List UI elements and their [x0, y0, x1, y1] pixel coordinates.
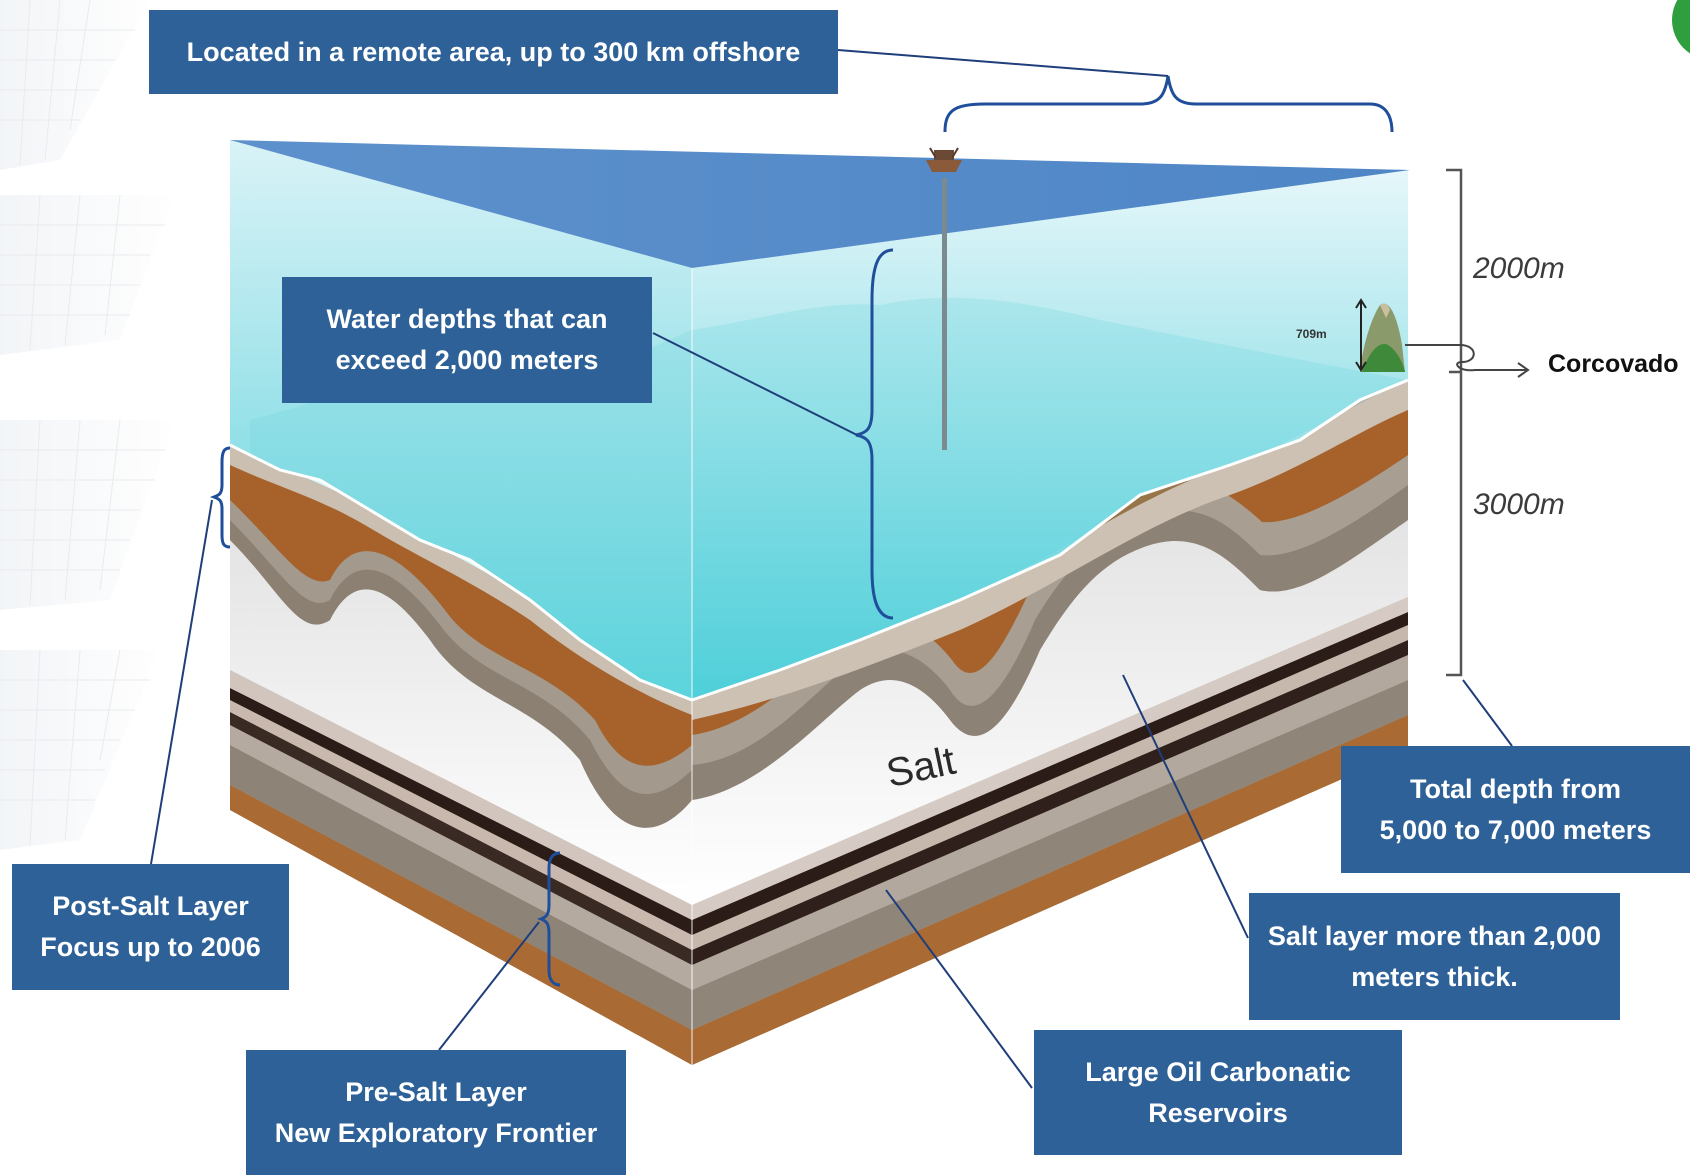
callout-salt-line2: meters thick.	[1351, 961, 1518, 992]
callout-total-line2: 5,000 to 7,000 meters	[1379, 814, 1652, 845]
callout-pre-salt: Pre-Salt Layer New Exploratory Frontier	[246, 1050, 626, 1175]
corcovado-mountain-icon	[1360, 303, 1405, 372]
callout-offshore: Located in a remote area, up to 300 km o…	[149, 10, 838, 94]
seafloor-silhouette-left	[250, 330, 692, 700]
background-grid	[0, 0, 175, 850]
depth-label-3000m: 3000m	[1473, 488, 1565, 521]
callout-post-salt: Post-Salt Layer Focus up to 2006	[12, 864, 289, 990]
corcovado-pointer	[1405, 344, 1528, 372]
post-salt-brace	[209, 446, 231, 549]
left-face	[230, 445, 692, 1065]
callout-reservoirs: Large Oil Carbonatic Reservoirs	[1034, 1030, 1402, 1155]
leader-lines	[150, 49, 1513, 1089]
callout-presalt-line2: New Exploratory Frontier	[274, 1117, 598, 1148]
corner-accent	[1672, 0, 1690, 54]
height-arrow	[1355, 298, 1367, 372]
callout-water-depth: Water depths that can exceed 2,000 meter…	[282, 277, 652, 403]
ocean-surface	[230, 140, 1410, 268]
callout-salt-layer: Salt layer more than 2,000 meters thick.	[1249, 893, 1620, 1020]
callout-reservoirs-line1: Large Oil Carbonatic	[1085, 1056, 1351, 1087]
offshore-brace	[943, 75, 1394, 133]
callout-presalt-line1: Pre-Salt Layer	[345, 1076, 527, 1107]
depth-bracket	[1446, 168, 1463, 677]
callout-postsalt-line2: Focus up to 2006	[40, 932, 261, 962]
callout-water-line1: Water depths that can	[326, 304, 608, 334]
seafloor-edge	[691, 378, 1409, 702]
callout-postsalt-line1: Post-Salt Layer	[52, 891, 249, 921]
seafloor-edge-left	[229, 443, 693, 702]
callout-total-line1: Total depth from	[1410, 773, 1621, 804]
right-face	[692, 380, 1408, 1065]
pre-salt-brace	[536, 851, 561, 987]
callout-offshore-text: Located in a remote area, up to 300 km o…	[186, 36, 801, 67]
callout-reservoirs-line2: Reservoirs	[1148, 1097, 1288, 1128]
corcovado-height-label: 709m	[1296, 327, 1327, 341]
corcovado-arrowhead	[1517, 362, 1530, 378]
depth-label-2000m: 2000m	[1473, 252, 1565, 285]
callout-water-line2: exceed 2,000 meters	[335, 345, 599, 375]
callout-salt-line1: Salt layer more than 2,000	[1267, 920, 1602, 951]
callout-total-depth: Total depth from 5,000 to 7,000 meters	[1341, 746, 1690, 873]
platform-icon	[926, 147, 962, 450]
corcovado-label: Corcovado	[1548, 350, 1679, 378]
